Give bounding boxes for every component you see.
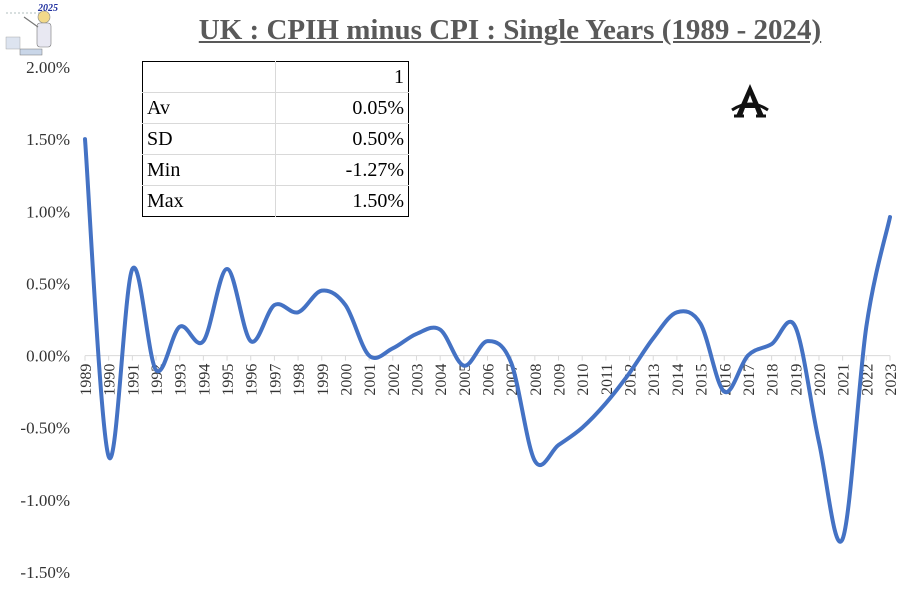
x-tick-label: 2019 xyxy=(788,364,805,396)
series-line xyxy=(83,137,892,544)
chart-title: UK : CPIH minus CPI : Single Years (1989… xyxy=(198,14,822,46)
x-tick-label: 1993 xyxy=(173,364,190,396)
x-tick-label: 1996 xyxy=(244,364,261,396)
y-tick-label: 2.00% xyxy=(26,58,70,77)
x-tick-label: 2011 xyxy=(599,364,616,395)
y-tick-label: 1.00% xyxy=(26,202,70,221)
x-tick-label: 2008 xyxy=(528,364,545,396)
x-tick-label: 2022 xyxy=(859,364,876,396)
x-tick-label: 2000 xyxy=(338,364,355,396)
x-tick-label: 2001 xyxy=(362,364,379,396)
x-tick-label: 2023 xyxy=(883,364,900,396)
x-tick-label: 2020 xyxy=(812,364,829,396)
x-tick-label: 1991 xyxy=(125,364,142,396)
stats-row-sd: SD 0.50% xyxy=(142,123,409,155)
x-tick-label: 1999 xyxy=(315,364,332,396)
y-tick-label: 1.50% xyxy=(26,130,70,149)
x-tick-label: 1998 xyxy=(291,364,308,396)
svg-text:2025: 2025 xyxy=(37,3,58,14)
x-tick-label: 2002 xyxy=(386,364,403,396)
stats-value-sd: 0.50% xyxy=(275,123,409,155)
x-axis: 1989 1990 1991 1992 1993 1994 1995 1996 1997 1998… xyxy=(78,355,900,396)
stats-label-av: Av xyxy=(142,92,276,124)
y-tick-label: 0.50% xyxy=(26,274,70,293)
x-tick-label: 2021 xyxy=(836,364,853,396)
x-tick-label: 1992 xyxy=(149,364,166,396)
stats-header-value: 1 xyxy=(275,61,409,93)
x-tick-label: 2005 xyxy=(457,364,474,396)
x-tick-label: 1989 xyxy=(78,364,95,396)
stats-value-max: 1.50% xyxy=(352,189,404,212)
letter-a-logo-icon xyxy=(731,84,769,118)
x-tick-label: 1995 xyxy=(220,364,237,396)
stats-label-sd: SD xyxy=(142,123,276,155)
x-tick-label: 2018 xyxy=(765,364,782,396)
stats-header-blank xyxy=(142,61,276,93)
x-tick-label: 2010 xyxy=(575,364,592,396)
x-tick-label: 2004 xyxy=(433,364,450,396)
y-tick-label: -1.00% xyxy=(20,491,70,510)
stats-label-max: Max xyxy=(142,185,276,217)
y-axis: -1.50% -1.00% -0.50% 0.00% 0.50% 1.00% 1.50% 2.… xyxy=(20,58,70,582)
y-tick-label: -1.50% xyxy=(20,563,70,582)
x-tick-label: 1997 xyxy=(267,364,284,396)
stats-table: 1 Av 0.05% SD 0.50% Min -1.27% Max 1.50% xyxy=(142,61,409,217)
x-tick-label: 1990 xyxy=(102,364,119,396)
y-tick-label: -0.50% xyxy=(20,419,70,438)
x-tick-label: 2015 xyxy=(694,364,711,396)
x-tick-label: 2017 xyxy=(741,364,758,396)
stats-row-max: Max 1.50% xyxy=(142,185,409,217)
x-tick-label: 2012 xyxy=(623,364,640,396)
x-tick-label: 2003 xyxy=(409,364,426,396)
logo-icon: 2025 xyxy=(4,3,64,61)
stats-label-min: Min xyxy=(142,154,276,186)
stats-row-av: Av 0.05% xyxy=(142,92,409,124)
stats-row-min: Min -1.27% xyxy=(142,154,409,186)
y-tick-label: 0.00% xyxy=(26,347,70,366)
stats-value-min: -1.27% xyxy=(275,154,409,186)
x-tick-label: 2014 xyxy=(670,364,687,396)
x-tick-label: 2013 xyxy=(646,364,663,396)
stats-value-av: 0.05% xyxy=(275,92,409,124)
x-tick-label: 2009 xyxy=(552,364,569,396)
x-tick-label: 1994 xyxy=(196,364,213,396)
stats-header-row: 1 xyxy=(142,61,409,93)
x-tick-label: 2006 xyxy=(481,364,498,396)
